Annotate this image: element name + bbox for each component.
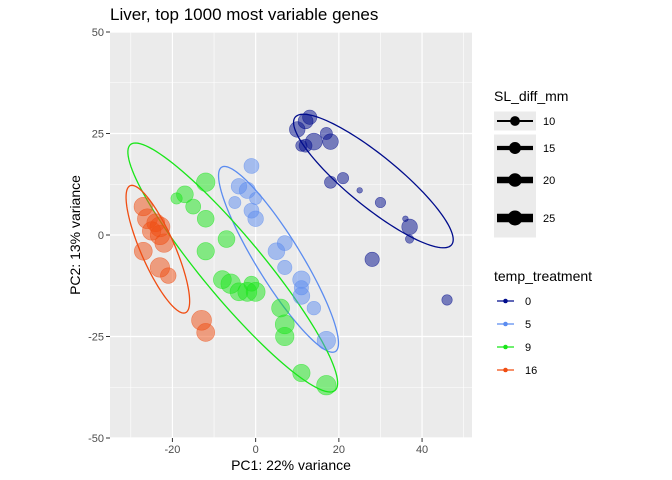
data-point-9 bbox=[196, 242, 215, 261]
data-point-5 bbox=[316, 331, 336, 351]
data-point-0 bbox=[322, 133, 339, 150]
data-point-0 bbox=[374, 196, 386, 209]
color-legend-key-point bbox=[503, 344, 508, 350]
data-point-0 bbox=[337, 172, 349, 185]
size-legend-key-point bbox=[508, 173, 522, 187]
y-tick-label: 25 bbox=[92, 129, 104, 141]
data-point-0 bbox=[364, 251, 380, 267]
data-point-9 bbox=[316, 375, 337, 396]
color-legend-label: 16 bbox=[525, 365, 537, 377]
x-tick-label: 0 bbox=[253, 444, 259, 456]
y-tick-label: -25 bbox=[88, 332, 104, 344]
size-legend-key-point bbox=[507, 210, 523, 226]
y-tick-label: 50 bbox=[92, 27, 104, 39]
color-legend-label: 9 bbox=[525, 342, 531, 354]
color-legend-label: 0 bbox=[525, 296, 531, 308]
data-point-5 bbox=[243, 158, 260, 174]
ellipse-0 bbox=[292, 113, 454, 249]
y-tick-label: 0 bbox=[98, 230, 104, 242]
color-legend-key-point bbox=[503, 321, 508, 327]
y-axis-title: PC2: 13% variance bbox=[67, 175, 83, 295]
data-point-9 bbox=[185, 198, 202, 215]
data-point-9 bbox=[176, 185, 194, 204]
data-point-9 bbox=[275, 326, 295, 347]
ellipse-9 bbox=[127, 142, 339, 393]
data-point-5 bbox=[249, 192, 263, 205]
color-legend-label: 5 bbox=[525, 319, 531, 331]
size-legend: SL_diff_mm 10 15 20 25 bbox=[494, 88, 568, 238]
data-points bbox=[133, 109, 453, 396]
data-point-0 bbox=[305, 132, 323, 151]
data-point-5 bbox=[277, 259, 293, 275]
data-point-9 bbox=[217, 230, 236, 248]
data-point-0 bbox=[302, 109, 318, 125]
x-tick-label: 20 bbox=[333, 444, 345, 456]
size-legend-label: 10 bbox=[543, 116, 555, 128]
data-point-5 bbox=[247, 210, 264, 227]
y-axis-ticks: -50 -25 0 25 50 bbox=[88, 27, 110, 445]
confidence-ellipses bbox=[125, 113, 454, 393]
data-point-5 bbox=[306, 300, 322, 316]
data-point-5 bbox=[276, 235, 293, 251]
x-tick-label: 40 bbox=[416, 444, 428, 456]
ellipse-16 bbox=[125, 184, 191, 314]
color-legend: temp_treatment 0 5 9 16 bbox=[494, 268, 592, 377]
size-legend-label: 15 bbox=[543, 143, 555, 155]
data-point-9 bbox=[292, 364, 311, 383]
data-point-5 bbox=[228, 196, 242, 209]
color-legend-key-point bbox=[503, 298, 508, 304]
data-point-16 bbox=[154, 233, 174, 253]
chart-title: Liver, top 1000 most variable genes bbox=[110, 5, 378, 24]
x-axis-title: PC1: 22% variance bbox=[231, 457, 351, 473]
data-point-16 bbox=[134, 241, 153, 261]
data-point-9 bbox=[196, 172, 216, 192]
x-tick-label: -20 bbox=[164, 444, 180, 456]
x-axis-ticks: -20 0 20 40 bbox=[164, 438, 428, 456]
ellipse-5 bbox=[217, 165, 340, 353]
size-legend-key-point bbox=[510, 116, 520, 126]
data-point-9 bbox=[196, 210, 215, 228]
data-point-16 bbox=[196, 323, 215, 342]
color-legend-title: temp_treatment bbox=[494, 268, 592, 284]
data-point-0 bbox=[405, 234, 415, 244]
size-legend-label: 20 bbox=[543, 175, 555, 187]
data-point-0 bbox=[441, 294, 453, 306]
data-point-0 bbox=[401, 218, 418, 236]
data-point-9 bbox=[245, 282, 266, 302]
size-legend-label: 25 bbox=[543, 213, 555, 225]
data-point-0 bbox=[356, 187, 363, 194]
data-point-9 bbox=[271, 298, 290, 318]
data-point-0 bbox=[324, 175, 337, 189]
data-point-5 bbox=[292, 287, 311, 305]
size-legend-title: SL_diff_mm bbox=[494, 88, 568, 104]
size-legend-key-point bbox=[509, 142, 521, 154]
color-legend-key-point bbox=[503, 367, 508, 373]
y-tick-label: -50 bbox=[88, 433, 104, 445]
data-point-16 bbox=[160, 267, 177, 284]
